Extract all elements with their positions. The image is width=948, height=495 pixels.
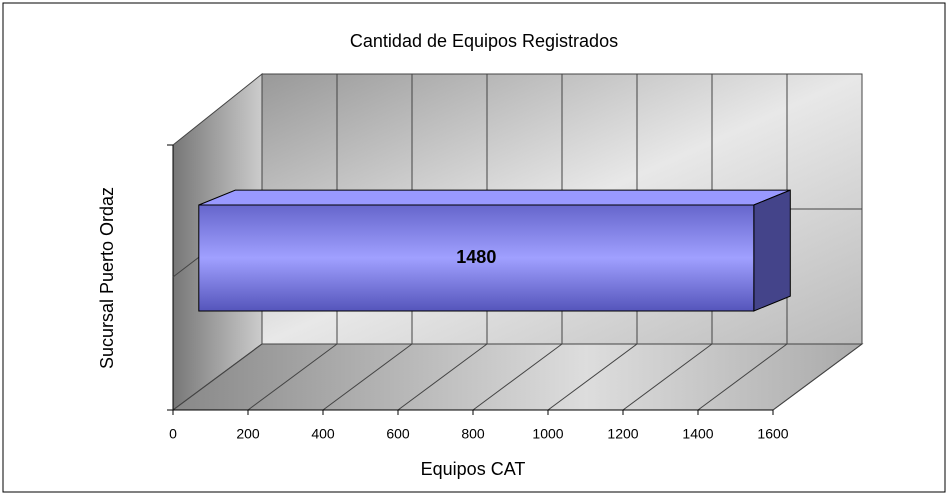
bar-side: [753, 189, 791, 312]
x-tick-label: 1400: [682, 426, 713, 442]
bar-top: [198, 189, 791, 206]
grid-line: [472, 343, 563, 411]
x-tick-label: 600: [386, 426, 410, 442]
x-axis-title: Equipos CAT: [421, 459, 526, 479]
x-tick-label: 0: [169, 426, 177, 442]
x-tick-label: 200: [236, 426, 260, 442]
grid-line: [697, 343, 788, 411]
grid-line: [772, 343, 863, 411]
x-tick-label: 1200: [607, 426, 638, 442]
y-axis-title: Sucursal Puerto Ordaz: [97, 187, 117, 369]
grid-line: [322, 343, 413, 411]
x-tick-label: 1600: [757, 426, 788, 442]
grid-line: [622, 343, 713, 411]
x-tick-label: 400: [311, 426, 335, 442]
x-tick-label: 1000: [532, 426, 563, 442]
grid-line: [547, 343, 638, 411]
x-tick-label: 800: [461, 426, 485, 442]
grid-line: [397, 343, 488, 411]
grid-line: [172, 343, 263, 411]
bar: [198, 204, 755, 312]
data-label: 1480: [456, 247, 496, 267]
chart-title: Cantidad de Equipos Registrados: [350, 31, 618, 51]
grid-line: [247, 343, 338, 411]
